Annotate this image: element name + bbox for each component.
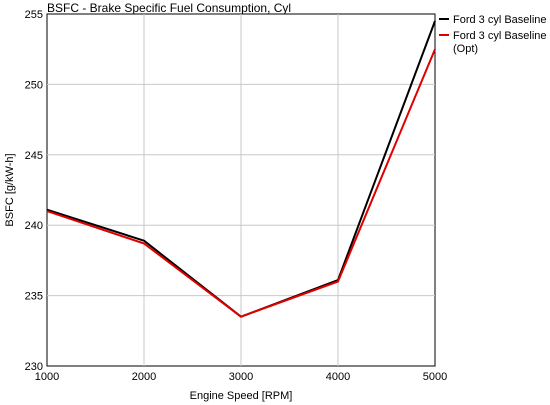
legend-label-2-line2: (Opt) (453, 43, 478, 55)
y-tick-label: 245 (25, 150, 43, 162)
y-tick-label: 230 (25, 361, 43, 373)
legend-label-2[interactable]: Ford 3 cyl Baseline (453, 30, 547, 42)
y-tick-label: 250 (25, 79, 43, 91)
series-layer (46, 20, 436, 318)
series-line-2 (46, 48, 436, 318)
y-axis-label: BSFC [g/kW-h] (4, 153, 16, 226)
x-tick-label: 5000 (423, 371, 447, 383)
y-tick-label: 255 (25, 9, 43, 21)
y-tick-label: 240 (25, 220, 43, 232)
x-tick-label: 1000 (35, 371, 59, 383)
grid-lines (47, 14, 435, 366)
legend-label-1[interactable]: Ford 3 cyl Baseline (453, 14, 547, 26)
y-tick-label: 235 (25, 291, 43, 303)
y-axis-ticks: 230 235 240 245 250 255 (25, 9, 43, 373)
x-tick-label: 2000 (132, 371, 156, 383)
x-tick-label: 3000 (229, 371, 253, 383)
x-axis-label: Engine Speed [RPM] (190, 390, 293, 402)
x-axis-ticks: 1000 2000 3000 4000 5000 (35, 371, 447, 383)
chart-title: BSFC - Brake Specific Fuel Consumption, … (47, 1, 291, 15)
x-tick-label: 4000 (326, 371, 350, 383)
